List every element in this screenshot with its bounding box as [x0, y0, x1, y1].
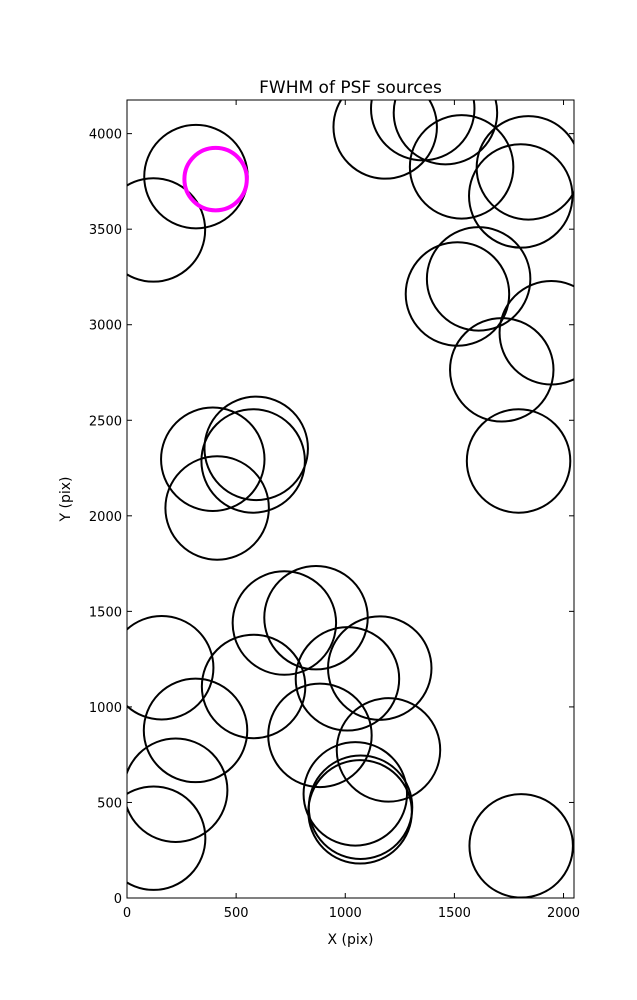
y-tick-label: 2500 — [89, 414, 122, 429]
x-tick-label: 2000 — [547, 906, 580, 921]
psf-source-circle — [370, 100, 476, 162]
plot-frame — [126, 99, 575, 899]
psf-source-circle — [127, 177, 207, 283]
psf-source-circle — [127, 785, 207, 891]
x-axis-label: X (pix) — [327, 932, 373, 948]
psf-source-circle — [392, 100, 499, 166]
psf-source-circle — [302, 741, 409, 847]
psf-source-circle — [327, 615, 433, 721]
y-axis: 0 500 1000 1500 2000 2500 3000 3500 4000 — [89, 128, 574, 907]
y-tick-label: 500 — [97, 796, 122, 811]
psf-source-circle — [408, 114, 515, 220]
y-axis-label: Y (pix) — [58, 477, 74, 523]
highlight-source-circle — [182, 145, 249, 213]
psf-source-circle — [475, 115, 574, 221]
x-tick-label: 500 — [224, 906, 249, 921]
psf-source-circle — [404, 241, 511, 347]
psf-source-circle — [465, 408, 572, 514]
psf-source-circle — [203, 395, 309, 502]
psf-source-circle — [142, 677, 249, 784]
psf-source-circle — [127, 615, 215, 721]
psf-source-circle — [335, 697, 442, 803]
plot-marks — [127, 100, 574, 898]
x-axis: 0 500 1000 1500 2000 — [123, 100, 580, 921]
y-tick-label: 3500 — [89, 223, 122, 238]
y-tick-label: 1000 — [89, 701, 122, 716]
psf-source-circle — [200, 408, 306, 514]
psf-source-circle — [160, 406, 266, 512]
chart-title: FWHM of PSF sources — [259, 78, 442, 98]
psf-source-circle — [231, 570, 338, 676]
y-tick-label: 2000 — [89, 510, 122, 525]
psf-source-circle — [498, 280, 574, 386]
y-tick-label: 4000 — [89, 128, 122, 143]
psf-source-circle — [127, 737, 229, 843]
psf-source-circle — [164, 455, 270, 561]
x-tick-label: 0 — [123, 906, 131, 921]
x-tick-label: 1500 — [438, 906, 471, 921]
psf-source-circle — [332, 100, 438, 180]
y-tick-label: 1500 — [89, 605, 122, 620]
x-tick-label: 1000 — [329, 906, 362, 921]
y-tick-label: 3000 — [89, 319, 122, 334]
y-tick-label: 0 — [114, 892, 122, 907]
psf-source-circle — [267, 682, 373, 789]
psf-source-circle — [307, 759, 413, 865]
